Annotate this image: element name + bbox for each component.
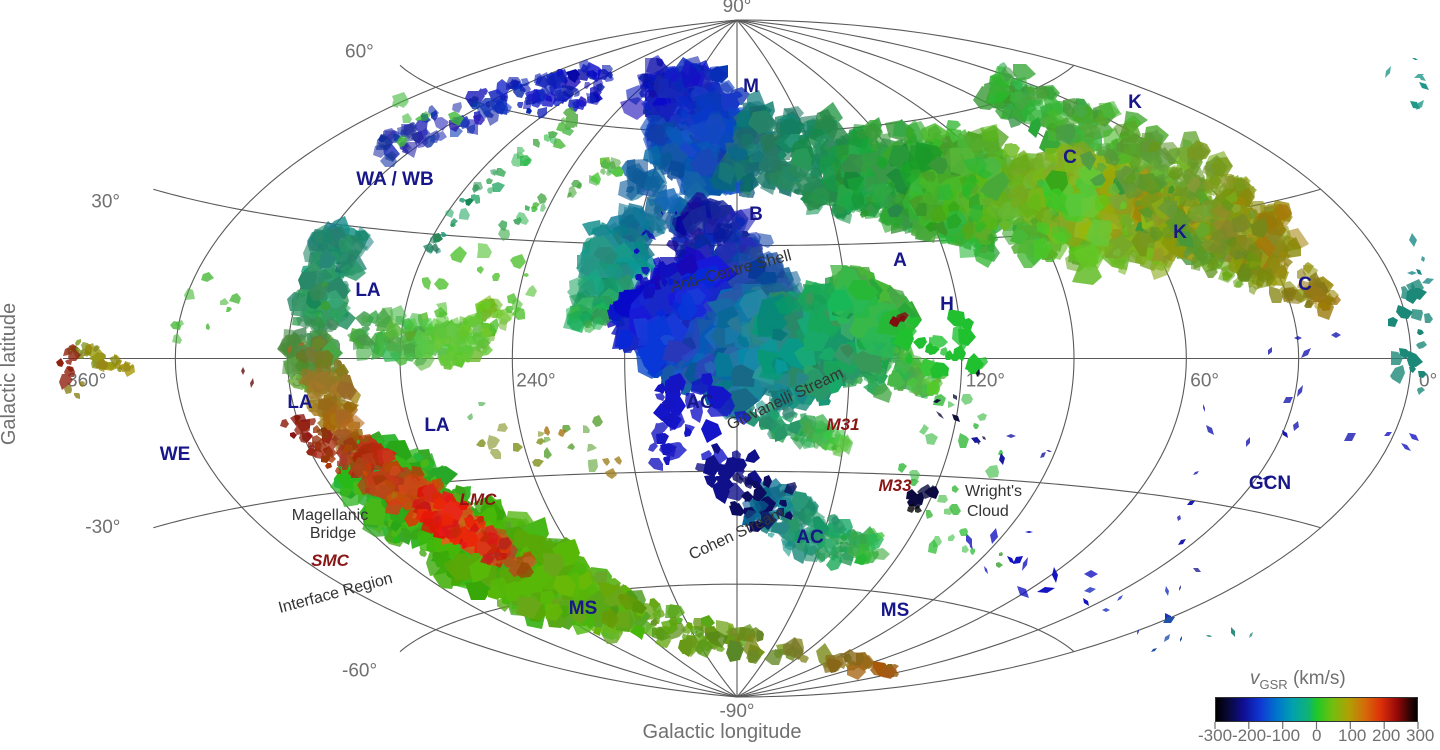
svg-text:-90°: -90°: [719, 701, 754, 722]
svg-text:C: C: [1298, 274, 1312, 295]
svg-text:GCN: GCN: [1249, 473, 1291, 494]
svg-text:C: C: [1063, 147, 1077, 168]
svg-text:240°: 240°: [516, 371, 555, 392]
svg-text:Wright's: Wright's: [965, 483, 1022, 500]
svg-text:M31: M31: [826, 415, 859, 434]
svg-text:LA: LA: [287, 392, 313, 413]
svg-text:-30°: -30°: [85, 517, 120, 538]
svg-text:MS: MS: [881, 600, 910, 621]
svg-text:SMC: SMC: [311, 551, 350, 570]
svg-text:Magellanic: Magellanic: [292, 507, 368, 524]
svg-text:K: K: [1128, 92, 1142, 113]
svg-text:90°: 90°: [723, 0, 752, 17]
svg-text:LA: LA: [355, 280, 381, 301]
svg-text:A: A: [893, 250, 907, 271]
svg-text:WE: WE: [160, 444, 191, 465]
svg-text:Galactic latitude: Galactic latitude: [0, 303, 20, 445]
svg-text:M33: M33: [878, 476, 912, 495]
svg-text:-60°: -60°: [342, 661, 377, 682]
svg-text:Bridge: Bridge: [310, 525, 356, 542]
svg-text:LMC: LMC: [460, 490, 498, 509]
svg-text:K: K: [1173, 222, 1187, 243]
svg-text:B: B: [749, 204, 763, 225]
svg-text:60°: 60°: [345, 41, 374, 62]
svg-text:LA: LA: [424, 415, 450, 436]
svg-text:AC: AC: [686, 392, 714, 413]
svg-text:Cloud: Cloud: [967, 503, 1009, 520]
svg-text:30°: 30°: [91, 191, 120, 212]
svg-text:WA / WB: WA / WB: [356, 169, 433, 190]
svg-text:M: M: [743, 76, 759, 97]
svg-text:Galactic longitude: Galactic longitude: [643, 721, 802, 743]
svg-text:MS: MS: [569, 598, 598, 619]
svg-text:60°: 60°: [1190, 371, 1219, 392]
svg-text:AC: AC: [796, 527, 824, 548]
svg-text:Interface Region: Interface Region: [277, 570, 395, 617]
svg-text:H: H: [940, 294, 954, 315]
